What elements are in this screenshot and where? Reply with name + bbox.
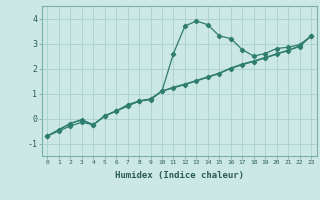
X-axis label: Humidex (Indice chaleur): Humidex (Indice chaleur) (115, 171, 244, 180)
